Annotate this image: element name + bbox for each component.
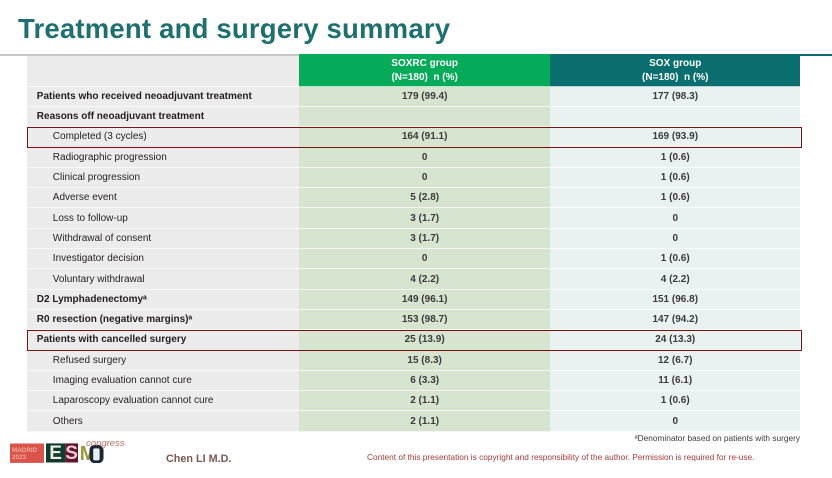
svg-text:S: S (65, 443, 78, 463)
svg-text:MADRID: MADRID (12, 447, 38, 454)
svg-text:2023: 2023 (12, 454, 27, 461)
svg-text:E: E (49, 443, 62, 463)
